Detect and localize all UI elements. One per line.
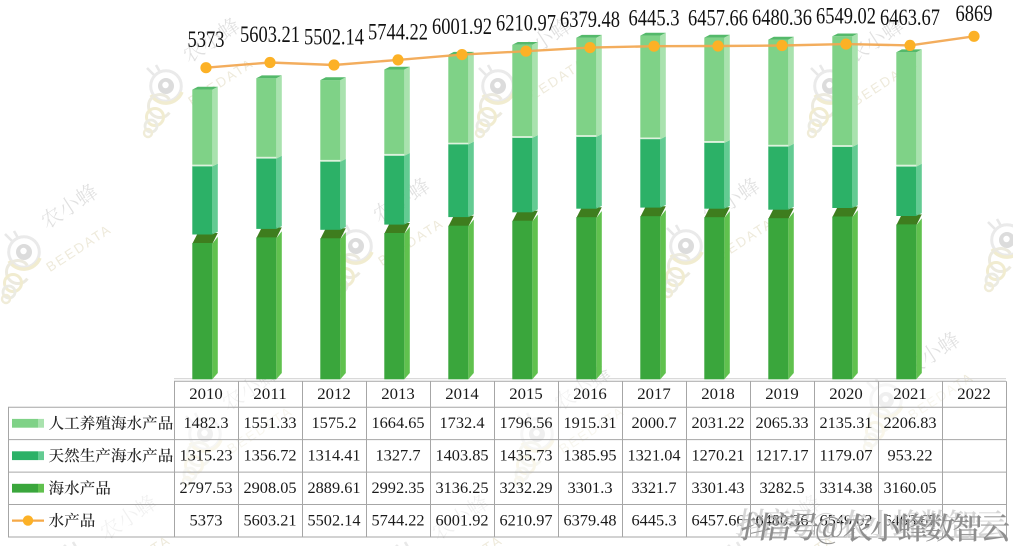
svg-text:5744.22: 5744.22 <box>372 512 425 529</box>
svg-text:1314.41: 1314.41 <box>308 447 361 464</box>
svg-text:2021: 2021 <box>893 386 927 403</box>
svg-text:6445.3: 6445.3 <box>629 6 680 31</box>
svg-text:2010: 2010 <box>189 386 223 403</box>
svg-text:1915.31: 1915.31 <box>564 415 617 432</box>
svg-text:3282.5: 3282.5 <box>760 480 805 497</box>
svg-text:2992.35: 2992.35 <box>372 480 425 497</box>
svg-text:3160.05: 3160.05 <box>884 480 937 497</box>
svg-text:1321.04: 1321.04 <box>628 447 681 464</box>
svg-text:2018: 2018 <box>701 386 735 403</box>
svg-text:1575.2: 1575.2 <box>312 415 357 432</box>
svg-text:2016: 2016 <box>573 386 607 403</box>
svg-text:5603.21: 5603.21 <box>240 22 300 47</box>
svg-text:6379.48: 6379.48 <box>564 512 617 529</box>
svg-text:1270.21: 1270.21 <box>692 447 745 464</box>
svg-text:2797.53: 2797.53 <box>180 480 233 497</box>
svg-text:6457.66: 6457.66 <box>688 6 748 31</box>
svg-text:1315.23: 1315.23 <box>180 447 233 464</box>
svg-text:2014: 2014 <box>445 386 479 403</box>
svg-text:3232.29: 3232.29 <box>500 480 553 497</box>
svg-text:6001.92: 6001.92 <box>432 14 492 39</box>
svg-text:5502.14: 5502.14 <box>304 25 364 50</box>
svg-text:5373: 5373 <box>190 512 223 529</box>
svg-text:6457.66: 6457.66 <box>692 512 745 529</box>
svg-text:1732.4: 1732.4 <box>440 415 485 432</box>
svg-text:6210.97: 6210.97 <box>496 11 556 36</box>
svg-text:2012: 2012 <box>317 386 351 403</box>
svg-text:2889.61: 2889.61 <box>308 480 361 497</box>
svg-text:3314.38: 3314.38 <box>820 480 873 497</box>
svg-text:6463.67: 6463.67 <box>880 5 940 30</box>
svg-text:2020: 2020 <box>829 386 863 403</box>
svg-text:1403.85: 1403.85 <box>436 447 489 464</box>
svg-text:1482.3: 1482.3 <box>184 415 229 432</box>
svg-text:953.22: 953.22 <box>888 447 933 464</box>
svg-text:2015: 2015 <box>509 386 543 403</box>
svg-text:2013: 2013 <box>381 386 415 403</box>
svg-text:5502.14: 5502.14 <box>308 512 361 529</box>
svg-text:3321.7: 3321.7 <box>632 480 677 497</box>
svg-text:3136.25: 3136.25 <box>436 480 489 497</box>
svg-text:5744.22: 5744.22 <box>368 19 428 44</box>
svg-text:6445.3: 6445.3 <box>632 512 677 529</box>
svg-text:2065.33: 2065.33 <box>756 415 809 432</box>
svg-text:6480.36: 6480.36 <box>756 512 809 529</box>
svg-text:3301.3: 3301.3 <box>568 480 613 497</box>
svg-text:2000.7: 2000.7 <box>632 415 677 432</box>
svg-text:1385.95: 1385.95 <box>564 447 617 464</box>
svg-text:2022: 2022 <box>957 386 991 403</box>
svg-text:6210.97: 6210.97 <box>500 512 553 529</box>
svg-text:6001.92: 6001.92 <box>436 512 489 529</box>
svg-text:2135.31: 2135.31 <box>820 415 873 432</box>
svg-text:2019: 2019 <box>765 386 799 403</box>
svg-text:1356.72: 1356.72 <box>244 447 297 464</box>
svg-text:1179.07: 1179.07 <box>820 447 873 464</box>
svg-text:1664.65: 1664.65 <box>372 415 425 432</box>
svg-text:2031.22: 2031.22 <box>692 415 745 432</box>
svg-text:6379.48: 6379.48 <box>560 7 620 32</box>
svg-text:5603.21: 5603.21 <box>244 512 297 529</box>
svg-text:6869: 6869 <box>956 1 993 26</box>
svg-text:3301.43: 3301.43 <box>692 480 745 497</box>
svg-text:6549.02: 6549.02 <box>816 4 876 29</box>
svg-text:2908.05: 2908.05 <box>244 480 297 497</box>
svg-text:5373: 5373 <box>188 27 225 52</box>
svg-text:6480.36: 6480.36 <box>752 5 812 30</box>
svg-text:1217.17: 1217.17 <box>756 447 809 464</box>
svg-text:2206.83: 2206.83 <box>884 415 937 432</box>
svg-text:1327.7: 1327.7 <box>376 447 421 464</box>
svg-text:2011: 2011 <box>253 386 287 403</box>
svg-text:1435.73: 1435.73 <box>500 447 553 464</box>
svg-text:1796.56: 1796.56 <box>500 415 553 432</box>
svg-text:1551.33: 1551.33 <box>244 415 297 432</box>
svg-text:2017: 2017 <box>637 386 671 403</box>
